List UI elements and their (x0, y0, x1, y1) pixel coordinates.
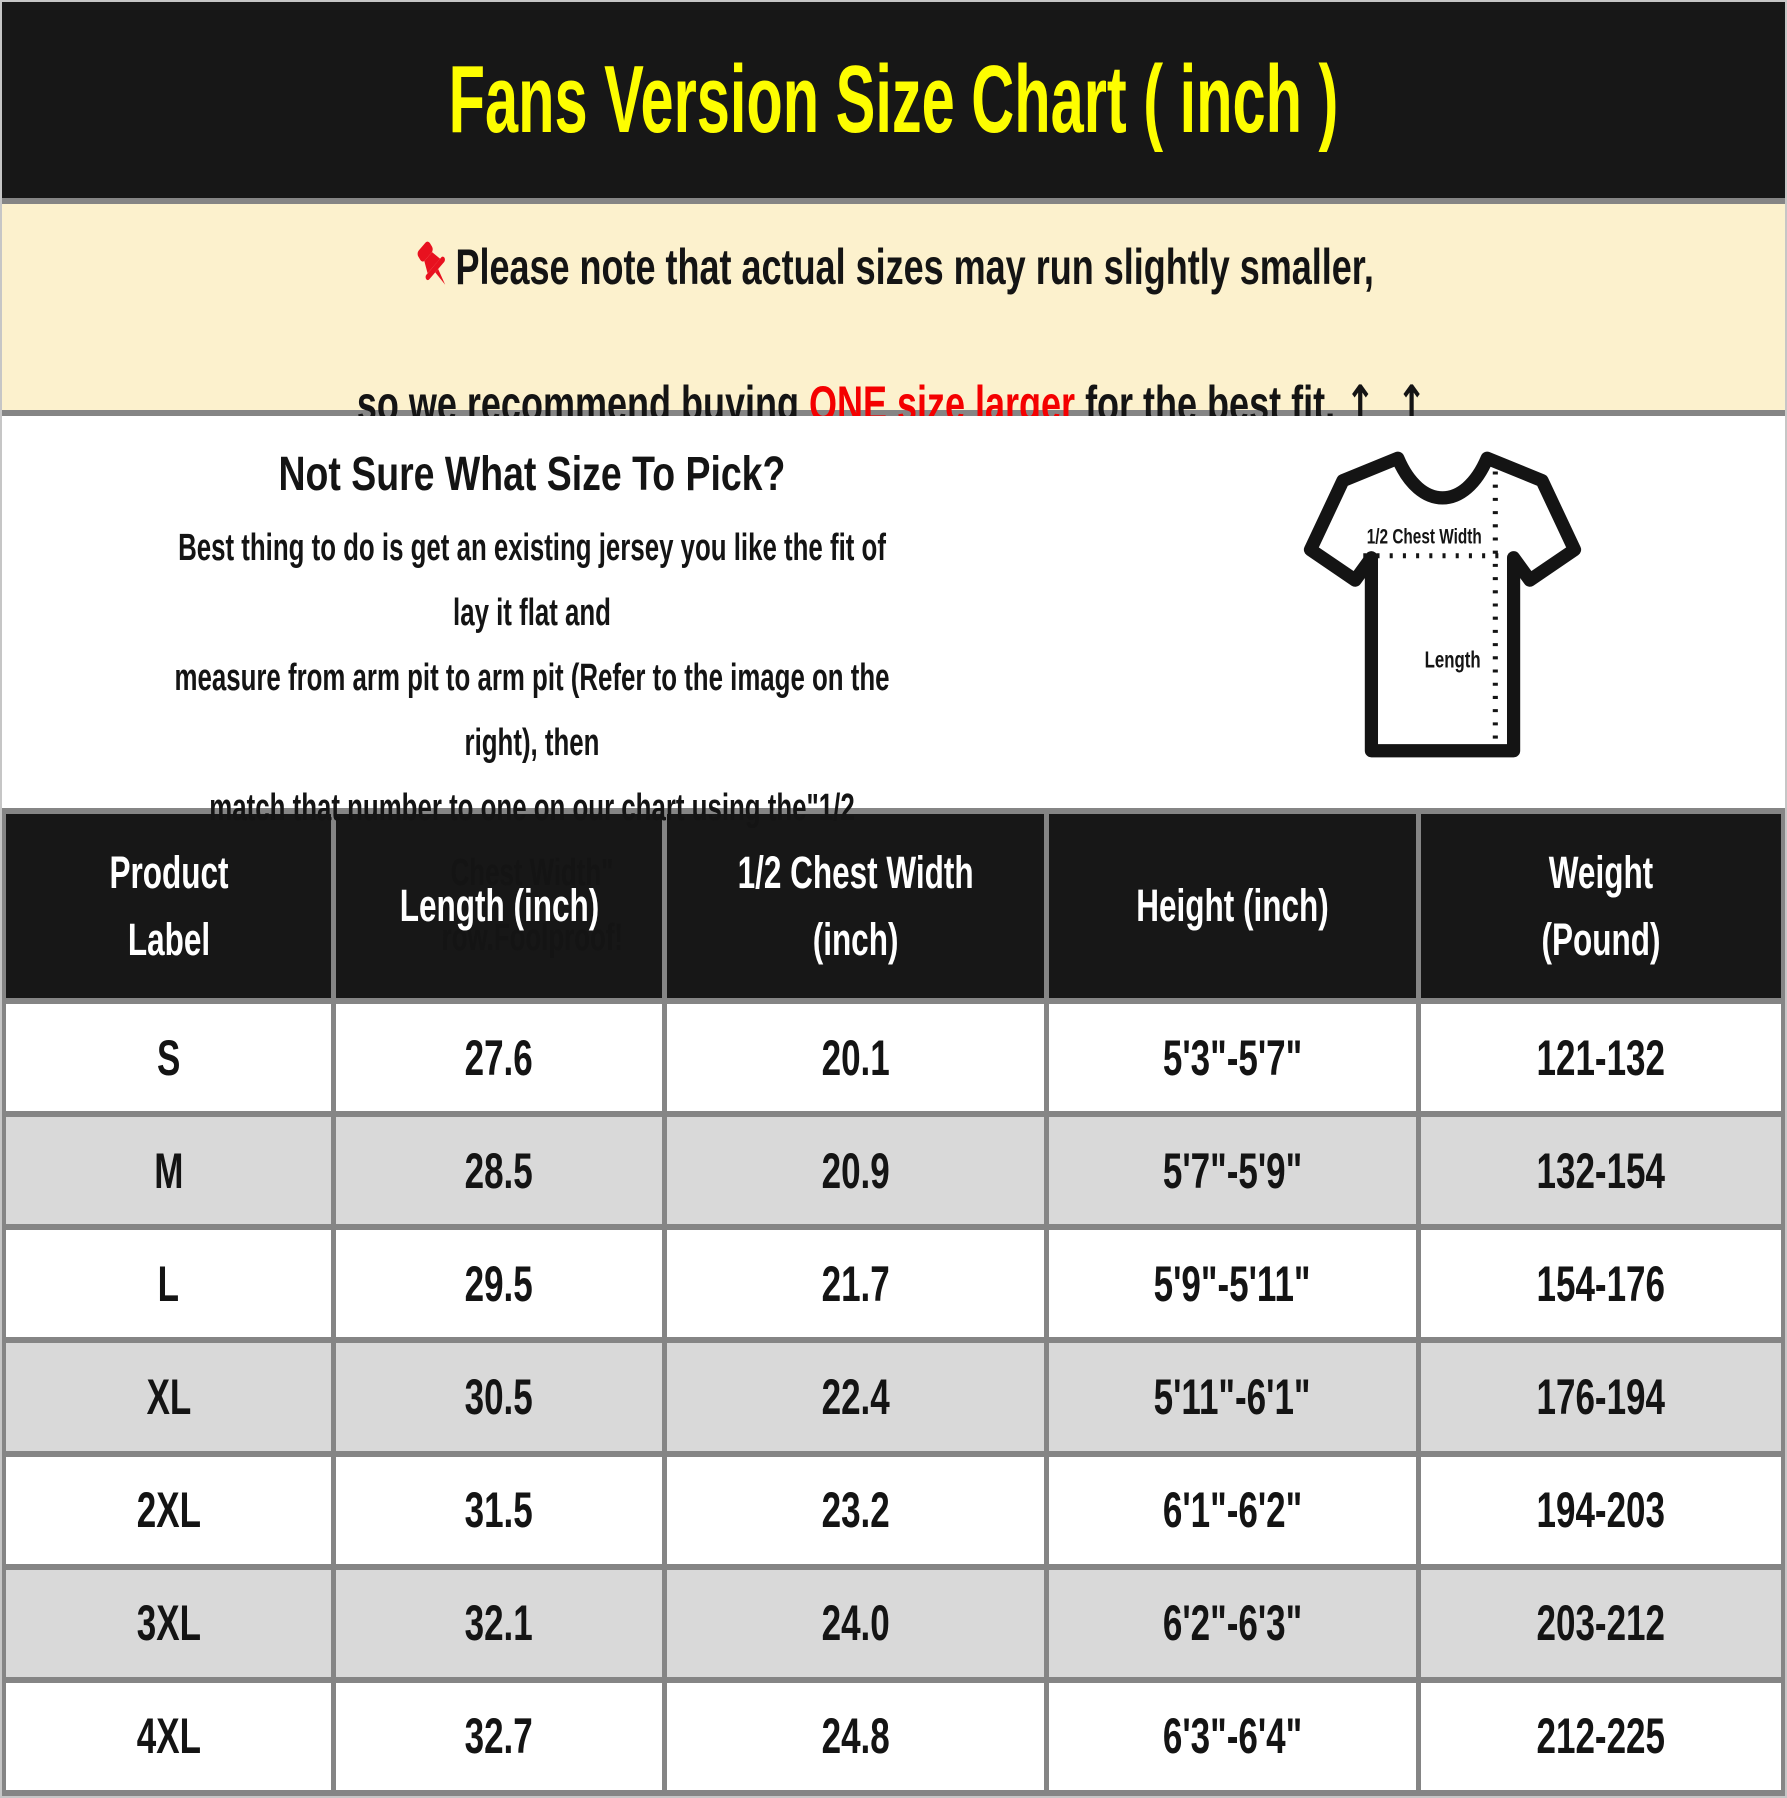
cell-label: S (6, 1004, 332, 1112)
cell-weight: 154-176 (1420, 1230, 1781, 1338)
cell-weight: 212-225 (1420, 1682, 1781, 1790)
cell-height: 6'2"-6'3" (1049, 1569, 1416, 1677)
cell-weight: 176-194 (1420, 1343, 1781, 1451)
cell-length: 32.1 (336, 1569, 663, 1677)
cell-weight: 203-212 (1420, 1569, 1781, 1677)
cell-length: 30.5 (336, 1343, 663, 1451)
cell-weight: 194-203 (1420, 1456, 1781, 1564)
page-title: Fans Version Size Chart ( inch ) (448, 46, 1339, 153)
chest-width-label: 1/2 Chest Width (1367, 524, 1482, 548)
title-band: Fans Version Size Chart ( inch ) (2, 2, 1785, 198)
tshirt-outline (1303, 451, 1582, 758)
col-header-chest-width: 1/2 Chest Width (inch) (667, 814, 1045, 998)
size-table: Product Label Length (inch) 1/2 Chest Wi… (2, 808, 1785, 1796)
guide-line: Best thing to do is get an existing jers… (178, 526, 886, 634)
cell-height: 6'1"-6'2" (1049, 1456, 1416, 1564)
cell-chest: 24.0 (667, 1569, 1045, 1677)
cell-label: 4XL (6, 1682, 332, 1790)
cell-chest: 20.9 (667, 1117, 1045, 1225)
cell-chest: 22.4 (667, 1343, 1045, 1451)
cell-label: 3XL (6, 1569, 332, 1677)
cell-length: 32.7 (336, 1682, 663, 1790)
guide-line: match that number to one on our chart us… (209, 786, 855, 894)
guide-text-block: Not Sure What Size To Pick? Best thing t… (2, 446, 1062, 971)
guide-line: measure from arm pit to arm pit (Refer t… (174, 656, 890, 764)
divider (2, 410, 1785, 416)
notice-line-1: Please note that actual sizes may run sl… (227, 181, 1561, 297)
divider (2, 198, 1785, 204)
cell-chest: 24.8 (667, 1682, 1045, 1790)
col-header-weight: Weight (Pound) (1420, 814, 1781, 998)
cell-weight: 132-154 (1420, 1117, 1781, 1225)
cell-label: XL (6, 1343, 332, 1451)
notice-text-1: Please note that actual sizes may run sl… (455, 239, 1374, 295)
cell-chest: 21.7 (667, 1230, 1045, 1338)
cell-label: 2XL (6, 1456, 332, 1564)
cell-label: M (6, 1117, 332, 1225)
col-header-length: Length (inch) (336, 814, 663, 998)
col-header-height: Height (inch) (1049, 814, 1416, 998)
pushpin-icon (417, 241, 445, 285)
size-guide-section: Not Sure What Size To Pick? Best thing t… (2, 416, 1785, 959)
cell-height: 5'11"-6'1" (1049, 1343, 1416, 1451)
notice-band: Please note that actual sizes may run sl… (2, 204, 1785, 433)
cell-length: 31.5 (336, 1456, 663, 1564)
cell-height: 5'3"-5'7" (1049, 1004, 1416, 1112)
cell-height: 6'3"-6'4" (1049, 1682, 1416, 1790)
cell-chest: 20.1 (667, 1004, 1045, 1112)
cell-length: 29.5 (336, 1230, 663, 1338)
cell-chest: 23.2 (667, 1456, 1045, 1564)
cell-length: 27.6 (336, 1004, 663, 1112)
tshirt-measure-diagram: 1/2 Chest Width Length (1300, 442, 1585, 772)
cell-length: 28.5 (336, 1117, 663, 1225)
cell-label: L (6, 1230, 332, 1338)
cell-height: 5'9"-5'11" (1049, 1230, 1416, 1338)
cell-height: 5'7"-5'9" (1049, 1117, 1416, 1225)
guide-heading: Not Sure What Size To Pick? (278, 448, 786, 501)
guide-line: row.Foolproof! (441, 916, 623, 959)
length-label: Length (1425, 648, 1481, 673)
cell-weight: 121-132 (1420, 1004, 1781, 1112)
col-header-product-label: Product Label (6, 814, 332, 998)
